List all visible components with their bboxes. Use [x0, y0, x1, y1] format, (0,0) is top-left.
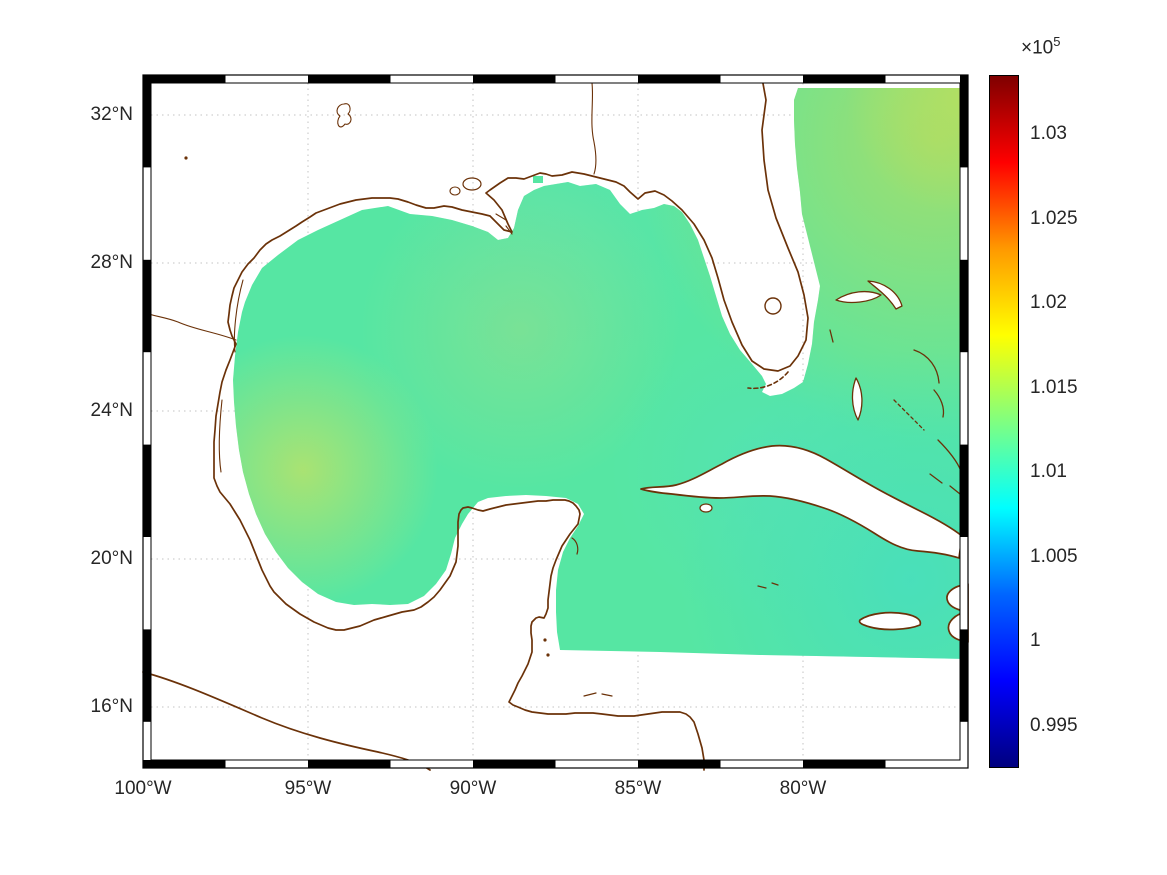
- colorbar-tick-1p005: 1.005: [1030, 546, 1078, 567]
- texas-lake: [336, 103, 352, 128]
- colorbar: [989, 75, 1019, 768]
- isla-juventud: [699, 503, 713, 513]
- y-tick-label-28n: 28°N: [90, 252, 133, 273]
- mainland-coastline: [213, 77, 809, 771]
- y-tick-label-16n: 16°N: [90, 696, 133, 717]
- belize-cay: [546, 653, 550, 657]
- x-tick-label-100w: 100°W: [114, 778, 172, 799]
- coast-speck: [184, 156, 188, 160]
- rio-grande-river: [142, 311, 237, 341]
- x-tick-label-85w: 85°W: [614, 778, 662, 799]
- y-tick-label-20n: 20°N: [90, 548, 133, 569]
- mobile-river: [590, 74, 597, 175]
- colorbar-multiplier-base: ×10: [1021, 37, 1054, 59]
- jamaica-island: [858, 611, 922, 631]
- bahamas-islands: [829, 280, 962, 495]
- colorbar-multiplier: ×105: [1021, 34, 1060, 59]
- colorbar-multiplier-exponent: 5: [1053, 34, 1061, 49]
- colorbar-tick-1p02: 1.02: [1030, 292, 1067, 313]
- cozumel-island: [571, 537, 579, 555]
- colorbar-tick-1: 1: [1030, 630, 1041, 651]
- map-frame: [142, 74, 969, 769]
- lake-small: [449, 186, 461, 196]
- x-tick-label-95w: 95°W: [284, 778, 332, 799]
- bay-islands: [583, 692, 613, 697]
- delta-islets: [495, 213, 513, 235]
- lake-okeechobee: [764, 297, 782, 315]
- colorbar-tick-1p03: 1.03: [1030, 123, 1067, 144]
- belize-cay: [543, 638, 547, 642]
- colorbar-tick-1p025: 1.025: [1030, 208, 1078, 229]
- colorbar-tick-0p995: 0.995: [1030, 715, 1078, 736]
- colorbar-tick-1p015: 1.015: [1030, 377, 1078, 398]
- data-speck: [533, 176, 543, 183]
- florida-keys: [747, 371, 789, 390]
- x-tick-label-90w: 90°W: [449, 778, 497, 799]
- colorbar-tick-1p01: 1.01: [1030, 461, 1067, 482]
- pacific-coastline: [142, 671, 431, 771]
- laguna-madre: [218, 399, 223, 473]
- pressure-field: [233, 88, 968, 659]
- cayman-islands: [757, 582, 779, 589]
- x-tick-label-80w: 80°W: [779, 778, 827, 799]
- y-tick-label-24n: 24°N: [90, 400, 133, 421]
- texas-barrier-islands: [233, 279, 244, 353]
- lake-pontchartrain: [462, 177, 482, 191]
- y-tick-label-32n: 32°N: [90, 104, 133, 125]
